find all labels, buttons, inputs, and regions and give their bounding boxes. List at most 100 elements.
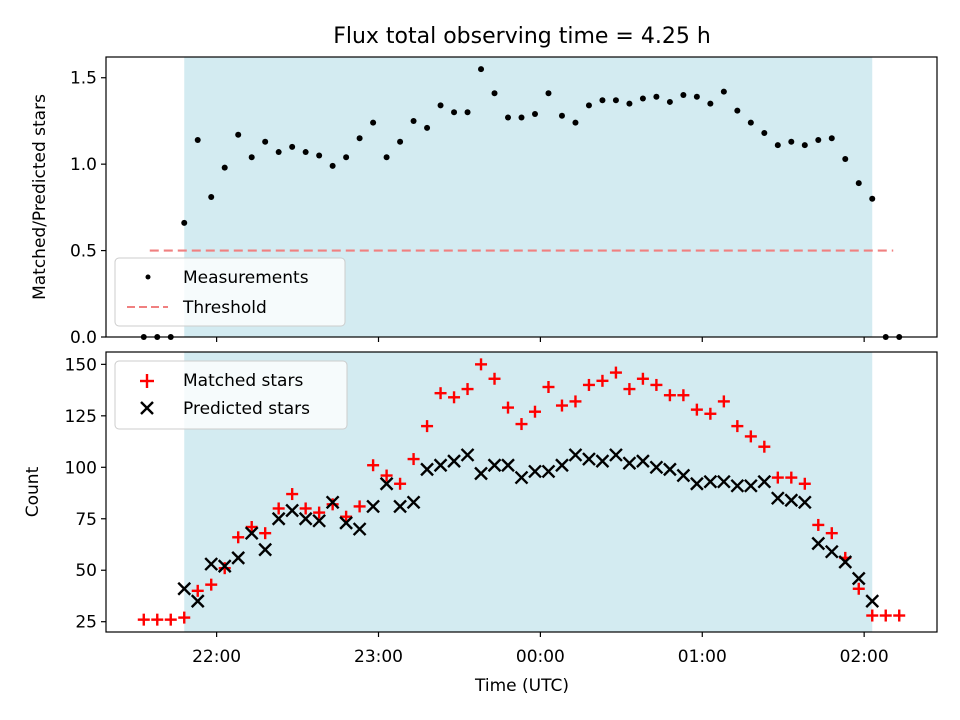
- matched-star-point: [623, 383, 636, 396]
- measurement-point: [181, 219, 188, 226]
- measurement-point: [720, 88, 727, 95]
- measurement-point: [262, 138, 269, 145]
- y-tick-label: 0.5: [70, 242, 97, 262]
- measurement-point: [693, 93, 700, 100]
- measurement-point: [505, 114, 512, 121]
- predicted-star-point: [447, 454, 461, 468]
- matched-star-point: [771, 471, 784, 484]
- y-tick-label: 75: [75, 510, 97, 530]
- bottom-panel-frame: [105, 351, 938, 633]
- predicted-star-point: [622, 456, 637, 471]
- legend-measurements-label: Measurements: [183, 268, 309, 288]
- predicted-star-point: [271, 511, 286, 526]
- measurement-point: [558, 112, 565, 119]
- measurement-point: [801, 142, 808, 149]
- measurement-point: [410, 117, 417, 124]
- top-panel-y-axis-label: Matched/Predicted stars: [30, 94, 50, 300]
- measurement-point: [747, 119, 754, 126]
- measurement-point: [774, 142, 781, 149]
- matched-star-point: [232, 531, 245, 544]
- chart-title: Flux total observing time = 4.25 h: [333, 24, 711, 49]
- matched-star-point: [852, 582, 865, 595]
- predicted-star-point: [285, 503, 300, 518]
- matched-star-point: [380, 469, 393, 482]
- measurement-point: [734, 107, 741, 114]
- predicted-star-point: [717, 474, 731, 489]
- measurement-point: [437, 102, 444, 109]
- predicted-star-point: [379, 476, 394, 491]
- matched-star-point: [421, 420, 434, 433]
- predicted-star-point: [824, 544, 839, 559]
- matched-star-point: [367, 459, 380, 472]
- predicted-star-point: [460, 448, 475, 462]
- predicted-star-point: [757, 474, 772, 489]
- matched-star-point: [313, 506, 326, 519]
- measurement-point: [855, 180, 862, 187]
- legend-measurements-marker: [145, 274, 151, 280]
- predicted-star-point: [555, 458, 569, 473]
- top-panel: 0.0 0.5 1.0 1.5 Matched/Predicted stars Mea…: [30, 56, 938, 348]
- predicted-star-point: [244, 526, 259, 541]
- matched-star-point: [178, 611, 191, 624]
- matched-star-point: [191, 584, 204, 597]
- matched-star-point: [218, 562, 231, 575]
- matched-star-point: [690, 403, 703, 416]
- matched-star-point: [515, 418, 528, 431]
- measurement-point: [585, 102, 592, 109]
- measurement-point: [545, 90, 552, 97]
- measurement-point: [478, 66, 485, 73]
- y-tick-label: 150: [65, 355, 97, 375]
- matched-star-point: [677, 389, 690, 402]
- predicted-star-point: [325, 495, 340, 510]
- matched-star-point: [448, 391, 461, 404]
- predicted-star-point: [177, 581, 192, 596]
- predicted-star-point: [352, 522, 367, 536]
- measurement-point: [208, 194, 215, 200]
- predicted-star-point: [514, 470, 529, 485]
- x-axis-label: Time (UTC): [474, 676, 569, 696]
- measurement-point: [289, 143, 296, 150]
- predicted-star-point: [217, 559, 232, 573]
- legend-predicted-marker: [140, 401, 154, 415]
- predicted-star-point: [487, 458, 502, 473]
- matched-star-point: [731, 420, 744, 433]
- matched-star-point: [596, 374, 609, 387]
- predicted-star-point: [649, 460, 664, 475]
- predicted-star-point: [406, 495, 421, 510]
- predicted-star-point: [501, 458, 515, 473]
- measurement-point: [464, 109, 471, 116]
- y-tick-label: 1.0: [70, 155, 97, 175]
- legend-threshold-label: Threshold: [182, 298, 267, 318]
- matched-star-point: [758, 440, 771, 453]
- matched-star-point: [704, 407, 717, 420]
- matched-star-point: [502, 401, 515, 414]
- matched-star-point: [259, 527, 272, 540]
- measurement-point: [356, 135, 363, 142]
- matched-star-point: [785, 471, 798, 484]
- predicted-star-point: [784, 493, 799, 508]
- matched-star-point: [245, 521, 258, 533]
- predicted-star-point: [730, 478, 745, 493]
- y-tick-label: 25: [75, 613, 97, 633]
- measurement-point: [329, 162, 336, 169]
- measurement-point: [343, 154, 350, 161]
- measurement-point: [828, 135, 835, 142]
- matched-star-point: [825, 527, 838, 540]
- predicted-star-point: [636, 454, 650, 468]
- measurement-point: [666, 98, 673, 105]
- matched-star-point: [744, 430, 757, 443]
- predicted-star-point: [528, 464, 542, 479]
- bottom-legend: Matched stars Predicted stars: [114, 360, 348, 430]
- predicted-star-point: [474, 466, 488, 481]
- matched-star-point: [636, 372, 649, 385]
- predicted-star-point: [366, 499, 380, 514]
- y-tick-label: 1.5: [70, 69, 97, 89]
- measurement-point: [815, 136, 822, 143]
- y-tick-label: 100: [65, 458, 97, 478]
- y-tick-label: 125: [65, 407, 97, 427]
- matched-star-point: [205, 578, 218, 591]
- measurement-point: [626, 100, 633, 107]
- matched-star-point: [542, 381, 555, 393]
- predicted-star-point: [703, 474, 718, 489]
- x-tick-label: 23:00: [354, 647, 403, 667]
